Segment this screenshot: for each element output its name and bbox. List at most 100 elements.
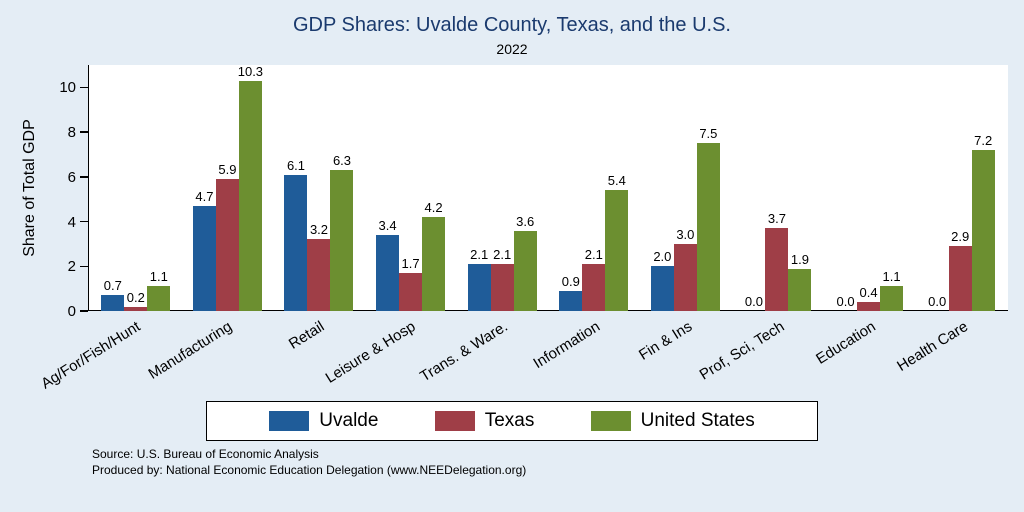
bar-slot: 1.1 <box>880 65 904 311</box>
legend-entry-united-states: United States <box>590 410 755 432</box>
y-tick-label: 6 <box>67 168 76 186</box>
legend-label-united-states: United States <box>640 410 755 431</box>
value-label: 0.0 <box>836 294 855 309</box>
bar-uvalde <box>284 174 308 311</box>
bar-group: 0.9 2.1 5.4 <box>548 65 640 311</box>
bar-united-states <box>422 217 446 311</box>
bar-slot: 3.6 <box>513 65 537 311</box>
bar-united-states <box>605 190 629 311</box>
value-label: 4.2 <box>424 200 443 216</box>
bar-texas <box>399 272 423 311</box>
y-tick-label: 8 <box>67 124 76 142</box>
bar-group: 6.1 3.2 6.3 <box>273 65 365 311</box>
value-label: 5.4 <box>607 173 626 189</box>
bar-united-states <box>696 143 720 311</box>
y-tick-label: 0 <box>67 303 76 320</box>
bar-group: 0.0 3.7 1.9 <box>731 65 823 311</box>
value-label: 1.9 <box>790 251 809 267</box>
y-tick-mark <box>80 131 88 133</box>
value-label: 10.3 <box>237 63 264 79</box>
y-tick-mark <box>80 176 88 178</box>
bar-slot: 4.7 <box>192 65 216 311</box>
bar-united-states <box>880 286 904 311</box>
bar-groups: 0.7 0.2 1.1 4.7 5.9 10.3 6.1 3.2 6.3 3.4 1.7 4.2 2.1… <box>88 63 1008 311</box>
chart-subtitle: 2022 <box>496 41 528 57</box>
bar-united-states <box>971 149 995 311</box>
y-tick-label: 4 <box>67 213 76 231</box>
legend: Uvalde Texas United States <box>206 401 818 441</box>
bar-slot: 6.3 <box>330 65 354 311</box>
legend-swatch-uvalde <box>269 411 310 431</box>
bar-texas <box>582 264 606 311</box>
bar-slot: 4.2 <box>422 65 446 311</box>
y-tick-mark <box>80 220 88 223</box>
bar-slot: 0.7 <box>101 65 125 311</box>
x-tick-label: Education <box>813 318 880 368</box>
bar-group: 2.0 3.0 7.5 <box>640 65 732 311</box>
bar-group: 4.7 5.9 10.3 <box>182 63 274 311</box>
value-label: 5.9 <box>218 162 237 178</box>
value-label: 1.1 <box>149 269 168 285</box>
value-label: 0.0 <box>928 294 947 309</box>
value-label: 2.1 <box>584 247 603 263</box>
bar-group: 0.7 0.2 1.1 <box>90 65 182 311</box>
legend-swatch-united-states <box>590 411 631 431</box>
bar-uvalde <box>559 290 583 311</box>
bar-group: 0.0 0.4 1.1 <box>823 65 915 311</box>
bar-slot: 0.9 <box>559 65 583 311</box>
bar-texas <box>948 246 972 311</box>
legend-entry-texas: Texas <box>434 410 535 432</box>
value-label: 1.1 <box>882 269 901 285</box>
bar-slot: 1.7 <box>399 65 423 311</box>
bar-united-states <box>238 80 262 311</box>
bar-slot: 0.2 <box>124 65 148 311</box>
y-tick-label: 2 <box>67 258 76 276</box>
bar-slot: 7.5 <box>696 65 720 311</box>
bar-group: 0.0 2.9 7.2 <box>914 65 1006 311</box>
bar-slot: 6.1 <box>284 65 308 311</box>
bar-texas <box>857 302 881 311</box>
value-label: 3.6 <box>516 213 535 229</box>
bar-slot: 2.1 <box>467 65 491 311</box>
bar-slot: 0.4 <box>857 65 881 311</box>
value-label: 0.4 <box>859 285 878 301</box>
bar-texas <box>673 243 697 311</box>
bar-texas <box>307 239 331 311</box>
bar-slot: 3.7 <box>765 65 789 311</box>
bar-texas <box>490 264 514 311</box>
y-axis-label: Share of Total GDP <box>21 119 38 257</box>
bar-slot: 1.1 <box>147 65 171 311</box>
x-tick-label: Ag/For/Fish/Hunt <box>37 318 144 393</box>
source-line-1: Source: U.S. Bureau of Economic Analysis <box>92 447 319 461</box>
bar-slot: 5.4 <box>605 65 629 311</box>
bar-uvalde <box>101 295 125 311</box>
bar-slot: 1.9 <box>788 65 812 311</box>
y-tick-label: 10 <box>59 79 76 97</box>
y-axis-ticks: 0 2 4 6 8 10 <box>59 65 1008 320</box>
legend-label-texas: Texas <box>484 410 535 431</box>
bar-united-states <box>513 230 537 311</box>
bar-uvalde <box>192 205 216 311</box>
bar-slot: 2.1 <box>582 65 606 311</box>
source-line-2: Produced by: National Economic Education… <box>92 462 527 477</box>
value-label: 2.1 <box>470 247 489 263</box>
chart-title: GDP Shares: Uvalde County, Texas, and th… <box>292 14 731 36</box>
value-label: 3.2 <box>309 222 329 238</box>
bar-slot: 7.2 <box>971 65 995 311</box>
chart-area: Share of Total GDP 0 2 4 6 8 10 0.7 0.2 1.1 4.7 5… <box>0 63 1024 320</box>
bar-group: 3.4 1.7 4.2 <box>365 65 457 311</box>
bar-slot: 0.0 <box>742 65 765 311</box>
value-label: 0.9 <box>561 273 580 289</box>
x-axis-labels: Ag/For/Fish/Hunt Manufacturing Retail Leisu… <box>38 311 1008 397</box>
value-label: 6.3 <box>332 153 352 169</box>
y-tick-mark <box>80 265 88 268</box>
bar-texas <box>215 179 239 311</box>
y-tick-mark <box>80 310 88 312</box>
bar-united-states <box>330 170 354 311</box>
bar-slot: 0.0 <box>926 65 949 311</box>
value-label: 2.0 <box>653 249 672 265</box>
bar-slot: 3.4 <box>376 65 400 311</box>
x-tick-cell: Information <box>530 311 640 397</box>
legend-entry-uvalde: Uvalde <box>269 410 378 432</box>
